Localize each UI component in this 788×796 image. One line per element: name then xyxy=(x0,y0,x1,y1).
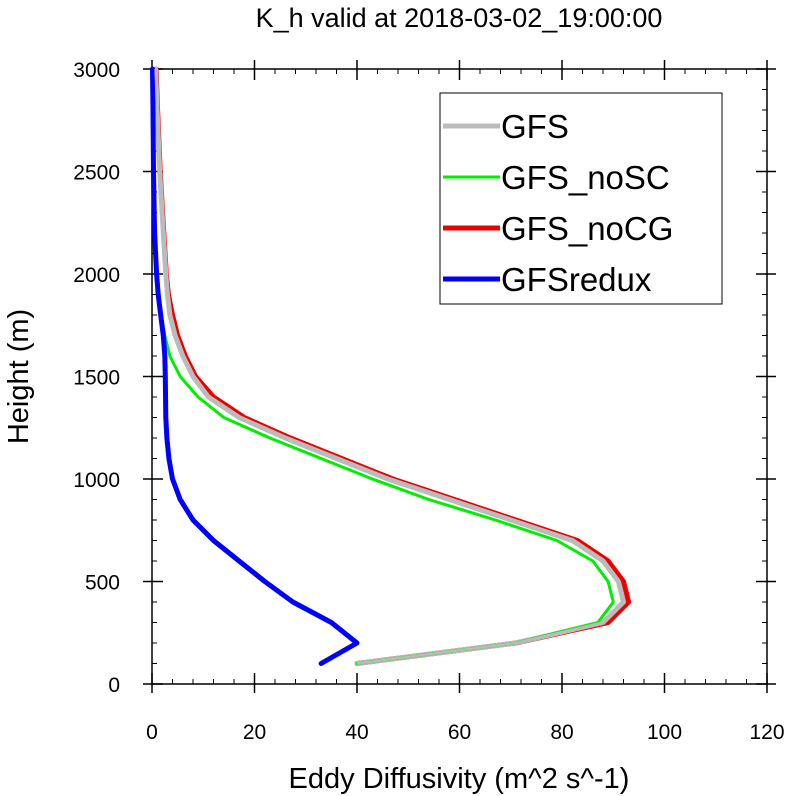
y-tick-label: 0 xyxy=(108,674,120,697)
y-tick-label: 2000 xyxy=(73,264,120,287)
y-axis-title: Height (m) xyxy=(3,309,35,444)
legend: GFS GFS_noSC GFS_noCG GFSredux xyxy=(439,92,723,305)
legend-label-gfs-nosc: GFS_noSC xyxy=(501,159,670,196)
legend-label-gfs-nocg: GFS_noCG xyxy=(501,210,673,247)
series-line-gfsredux xyxy=(150,66,360,666)
major-ticks xyxy=(143,60,776,693)
y-tick-label: 1000 xyxy=(73,469,120,492)
y-tick-label: 500 xyxy=(85,572,120,595)
y-tick-labels: 0 500 1000 1500 2000 2500 3000 xyxy=(73,59,120,697)
x-tick-label: 60 xyxy=(448,721,471,744)
x-tick-labels: 0 20 40 60 80 100 120 xyxy=(146,721,784,744)
y-tick-label: 3000 xyxy=(73,59,120,82)
legend-label-gfsredux: GFSredux xyxy=(501,261,652,298)
x-tick-label: 120 xyxy=(749,721,784,744)
y-tick-label: 1500 xyxy=(73,367,120,390)
x-axis-title: Eddy Diffusivity (m^2 s^-1) xyxy=(289,763,630,795)
x-tick-label: 40 xyxy=(345,721,368,744)
series-lines xyxy=(150,66,632,666)
chart-title: K_h valid at 2018-03-02_19:00:00 xyxy=(256,3,663,33)
x-tick-label: 0 xyxy=(146,721,158,744)
series-line-gfs-core xyxy=(154,68,625,665)
legend-label-gfs: GFS xyxy=(501,108,569,145)
y-tick-label: 2500 xyxy=(73,162,120,185)
x-tick-label: 100 xyxy=(647,721,682,744)
x-tick-label: 80 xyxy=(550,721,573,744)
x-tick-label: 20 xyxy=(243,721,266,744)
